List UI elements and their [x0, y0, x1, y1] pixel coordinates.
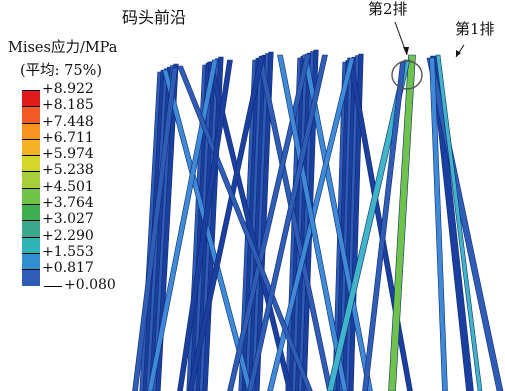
- pile-strip: [162, 69, 253, 391]
- legend-level: +3.027: [22, 212, 112, 237]
- row2-pile: [388, 54, 416, 391]
- legend-level: +6.711: [22, 131, 112, 156]
- legend-swatch: [22, 187, 40, 205]
- legend-value: +7.448: [42, 113, 94, 130]
- legend-value: +3.027: [42, 211, 94, 228]
- legend-swatch: [22, 138, 40, 156]
- pile-strip: [254, 51, 274, 391]
- row1-pointer-arrowhead: [456, 50, 461, 57]
- legend-swatch: [22, 171, 40, 188]
- legend-level: +5.974: [22, 147, 112, 172]
- legend-level: +7.448: [22, 115, 112, 139]
- row2-pile: [326, 59, 411, 391]
- row2-label: 第2排: [368, 0, 408, 18]
- legend-swatch: [22, 252, 40, 270]
- pile-strip: [277, 54, 348, 391]
- legend-swatch: [22, 236, 40, 253]
- legend-swatch: [22, 220, 40, 237]
- legend-swatch: [22, 204, 40, 221]
- legend-value: +5.974: [42, 146, 94, 163]
- row1-pile: [435, 54, 483, 391]
- pile-strip: [177, 65, 313, 391]
- row1-pile: [430, 55, 474, 391]
- legend-value: +1.553: [42, 243, 94, 260]
- pile-strip: [227, 53, 311, 391]
- legend-value: +8.185: [42, 97, 94, 114]
- legend-bottom-edge: [44, 285, 62, 287]
- pile-strip: [207, 61, 293, 391]
- legend-swatch: [22, 90, 40, 107]
- row2-pointer-arrowhead: [403, 47, 409, 55]
- legend-level: +1.553: [22, 245, 112, 270]
- legend-level: +4.501: [22, 180, 112, 205]
- legend-level: +0.817: [22, 261, 112, 286]
- legend-level: +3.764: [22, 196, 112, 221]
- row1-pile: [429, 57, 448, 391]
- legend-level: +5.238: [22, 163, 112, 188]
- pile-strip: [247, 54, 328, 391]
- row1-label: 第1排: [455, 20, 495, 38]
- pile-strip: [187, 55, 265, 391]
- stress-legend: +8.922 +8.185 +7.448 +6.711 +5.974 +5.238 +4.5…: [22, 82, 116, 292]
- legend-swatch: [22, 122, 40, 139]
- legend-value: +2.290: [42, 227, 94, 244]
- pile-strip: [132, 67, 178, 391]
- legend-value: +3.764: [42, 195, 94, 212]
- legend-value: +4.501: [42, 178, 94, 195]
- legend-swatch: [22, 269, 40, 286]
- legend-value: +0.080: [64, 276, 116, 293]
- row2-highlight-circle: [391, 60, 423, 90]
- pile-strip: [147, 59, 218, 391]
- pile-strip: [177, 59, 233, 391]
- pile-strip: [155, 63, 179, 391]
- legend-title: Mises应力/MPa: [8, 40, 118, 56]
- legend-value: +8.922: [42, 81, 94, 97]
- legend-value: +6.711: [42, 129, 94, 146]
- wharf-edge-label: 码头前沿: [122, 8, 187, 27]
- legend-level: +8.185: [22, 98, 112, 123]
- legend-swatch: [22, 106, 40, 123]
- legend-level: +2.290: [22, 229, 112, 253]
- legend-swatch: [22, 155, 40, 172]
- legend-averaging: (平均: 75%): [20, 63, 103, 79]
- legend-value: +0.817: [42, 260, 94, 277]
- legend-level: +8.922: [22, 82, 112, 107]
- legend-value: +5.238: [42, 162, 94, 179]
